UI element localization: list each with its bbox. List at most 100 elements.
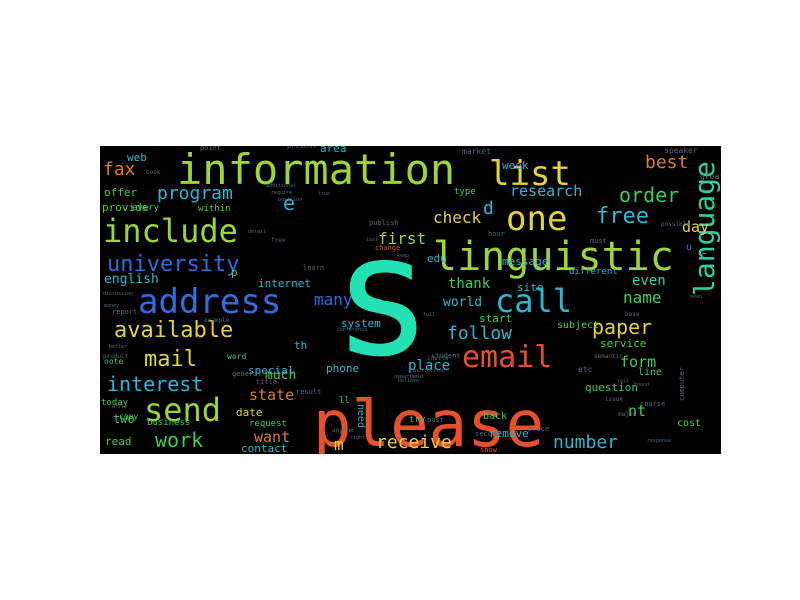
word-cloud-word: every	[132, 203, 160, 213]
word-cloud-word: internet	[258, 277, 311, 290]
word-cloud-word: paper	[592, 315, 652, 339]
word-cloud-word: instruction	[412, 368, 445, 374]
word-cloud-word: send	[144, 391, 221, 429]
word-cloud-word: available	[114, 318, 233, 343]
word-cloud-word: th	[294, 339, 307, 352]
word-cloud-word: point	[200, 146, 221, 152]
word-cloud-word: d	[483, 198, 494, 219]
word-cloud-word: note	[104, 357, 123, 366]
word-cloud-word: try	[409, 415, 426, 425]
word-cloud-word: c	[700, 249, 707, 262]
word-cloud-word: product	[103, 353, 129, 360]
word-cloud-word: result	[296, 388, 321, 396]
word-cloud-word: site	[517, 281, 544, 294]
word-cloud-word: want	[254, 428, 290, 446]
word-cloud-word: week	[502, 159, 529, 172]
word-cloud-word: read	[105, 435, 132, 448]
word-cloud-word: work	[155, 428, 203, 452]
word-cloud-word: best	[645, 152, 688, 173]
word-cloud-word: special	[248, 364, 294, 377]
word-cloud-word: phone	[326, 362, 359, 375]
word-cloud-word: major	[618, 411, 636, 418]
word-cloud-word: book	[146, 169, 161, 176]
word-cloud-word: response	[647, 438, 671, 444]
word-cloud-word: general	[232, 370, 262, 378]
word-cloud-word: message	[502, 255, 548, 268]
word-cloud-word: etc	[578, 365, 593, 374]
word-cloud-word: program	[157, 183, 233, 204]
word-cloud-word: possible	[661, 221, 690, 228]
word-cloud-word: last	[366, 237, 378, 243]
word-cloud-word: market	[462, 147, 491, 156]
word-cloud-word: contact	[241, 442, 287, 454]
word-cloud-word: date	[236, 406, 263, 419]
word-cloud-word: even	[632, 273, 666, 289]
word-cloud-word: m	[334, 435, 344, 454]
word-cloud-word: back	[483, 411, 507, 422]
word-cloud-word: additional	[266, 183, 296, 189]
word-cloud-word: provide	[102, 201, 148, 214]
word-cloud-word: course	[640, 400, 665, 408]
word-cloud-word: world	[443, 295, 482, 310]
word-cloud-word: price	[528, 425, 549, 433]
word-cloud-word: different	[569, 267, 618, 277]
word-cloud-word: english	[104, 272, 159, 287]
word-cloud-word: believe	[398, 378, 419, 384]
word-cloud-word: true	[318, 191, 330, 197]
word-cloud-word: form	[620, 353, 656, 371]
word-cloud-word: post	[427, 416, 444, 424]
word-cloud-word: start	[479, 312, 512, 325]
word-cloud-word: business	[147, 418, 190, 428]
word-cloud-word: linguistic	[433, 234, 674, 280]
word-cloud-word: information	[177, 146, 455, 194]
word-cloud-word: anyone	[332, 427, 354, 434]
word-cloud-word: found	[634, 382, 649, 388]
word-cloud-word: offer	[104, 186, 137, 199]
word-cloud-word: free	[271, 237, 286, 244]
word-cloud-word: day	[682, 218, 709, 236]
word-cloud-word: two	[113, 412, 135, 426]
word-cloud-word: student	[431, 352, 461, 360]
word-cloud-word: require	[271, 190, 292, 196]
word-cloud-word: money	[104, 303, 119, 309]
word-cloud-word: detail	[248, 229, 266, 235]
word-cloud-word: check	[433, 208, 482, 227]
word-cloud: s please information linguistic address inclu…	[100, 146, 721, 454]
word-cloud-word: issue	[605, 396, 623, 403]
word-cloud-word: must	[590, 237, 607, 245]
word-cloud-word: place	[408, 358, 450, 374]
word-cloud-word: address	[138, 282, 281, 322]
word-cloud-word: follow	[447, 323, 512, 344]
word-cloud-word: conference	[337, 327, 367, 333]
word-cloud-word: today	[101, 398, 129, 408]
word-cloud-word: e	[283, 191, 295, 215]
word-cloud-word: subject	[557, 320, 599, 331]
word-cloud-word: within	[198, 204, 231, 214]
word-cloud-word: show	[480, 446, 498, 454]
word-cloud-word: department	[394, 374, 424, 380]
word-cloud-word: mail	[144, 347, 197, 372]
word-cloud-word: text	[617, 379, 629, 385]
word-cloud-word: great	[700, 172, 721, 181]
word-cloud-word: area	[320, 146, 347, 155]
word-cloud-word: include	[103, 212, 238, 250]
word-cloud-word: name	[623, 288, 662, 307]
word-cloud-background	[100, 146, 721, 454]
word-cloud-word: p	[231, 266, 238, 279]
word-cloud-word: line	[638, 367, 662, 378]
word-cloud-word: edu	[427, 252, 447, 265]
word-cloud-word: service	[600, 337, 646, 350]
word-cloud-word: s	[332, 198, 433, 394]
word-cloud-word: please	[313, 388, 544, 454]
word-cloud-word: cost	[677, 418, 701, 429]
word-cloud-word: fax	[103, 159, 136, 180]
word-cloud-word: state	[249, 386, 294, 404]
word-cloud-word: request	[249, 419, 287, 429]
word-cloud-word: university	[107, 252, 239, 277]
word-cloud-word: computer	[678, 367, 686, 401]
word-cloud-word: one	[506, 199, 567, 239]
word-cloud-word: position	[278, 197, 302, 203]
word-cloud-word: need	[355, 404, 366, 428]
word-cloud-word: word	[227, 352, 246, 361]
